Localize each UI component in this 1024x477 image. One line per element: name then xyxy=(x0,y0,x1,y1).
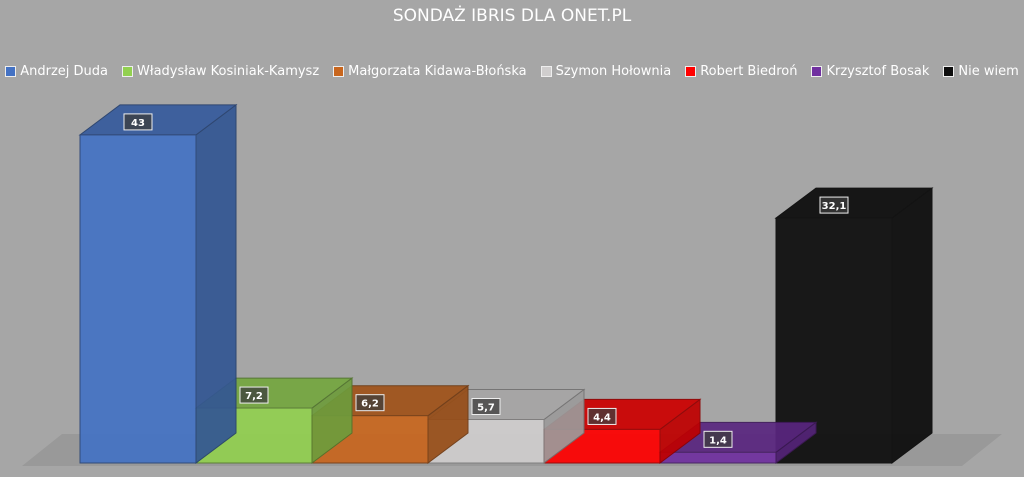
legend-swatch xyxy=(811,66,823,77)
legend-item: Małgorzata Kidawa-Błońska xyxy=(333,64,527,79)
legend-swatch xyxy=(943,66,955,77)
legend-item: Andrzej Duda xyxy=(5,64,108,79)
legend-label: Nie wiem xyxy=(958,64,1019,79)
legend: Andrzej Duda Władysław Kosiniak-Kamysz Mał… xyxy=(0,64,1024,79)
legend-label: Andrzej Duda xyxy=(20,64,109,79)
bar xyxy=(79,134,197,464)
legend-item: Nie wiem xyxy=(943,64,1019,79)
value-label-box xyxy=(355,394,385,412)
bar-side xyxy=(891,187,933,464)
legend-item: Krzysztof Bosak xyxy=(811,64,929,79)
value-label: 6,2 xyxy=(361,399,379,410)
legend-label: Robert Biedroń xyxy=(700,64,798,79)
value-label: 5,7 xyxy=(477,403,495,414)
legend-label: Małgorzata Kidawa-Błońska xyxy=(348,64,527,79)
value-label-box xyxy=(587,407,617,425)
value-label: 32,1 xyxy=(822,201,847,212)
legend-item: Robert Biedroń xyxy=(685,64,797,79)
legend-swatch xyxy=(685,66,697,77)
value-label-box xyxy=(703,430,733,448)
value-label-box xyxy=(471,398,501,416)
legend-item: Władysław Kosiniak-Kamysz xyxy=(122,64,319,79)
bar-group xyxy=(78,103,238,464)
legend-swatch xyxy=(333,66,345,77)
value-label: 7,2 xyxy=(245,391,263,402)
value-label: 1,4 xyxy=(709,435,727,446)
chart-title: SONDAŻ IBRIS DLA ONET.PL xyxy=(392,6,632,26)
bar-side xyxy=(195,103,237,464)
legend-swatch xyxy=(5,66,17,77)
bar-group xyxy=(774,187,934,464)
legend-item: Szymon Hołownia xyxy=(540,64,672,79)
value-label-box xyxy=(123,113,153,131)
bar xyxy=(659,451,777,464)
legend-swatch xyxy=(122,66,134,77)
value-label: 4,4 xyxy=(593,412,611,423)
value-label-box xyxy=(819,196,849,214)
legend-label: Krzysztof Bosak xyxy=(826,64,930,79)
value-label-box xyxy=(239,386,269,404)
legend-label: Władysław Kosiniak-Kamysz xyxy=(137,64,320,79)
value-label: 43 xyxy=(131,118,145,129)
legend-swatch xyxy=(540,66,552,77)
legend-label: Szymon Hołownia xyxy=(555,64,672,79)
